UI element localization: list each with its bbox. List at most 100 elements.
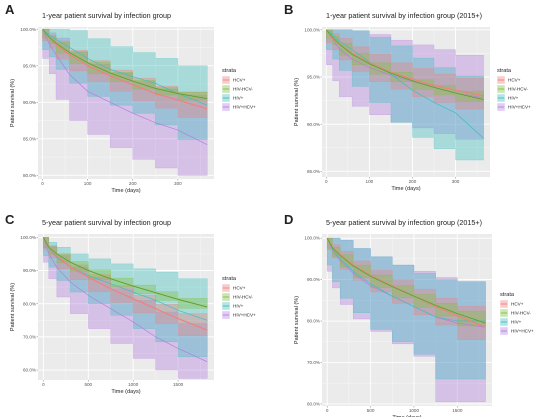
x-tick-label: 0 (325, 179, 328, 184)
chart-title: 5-year patient survival by infection gro… (42, 218, 171, 227)
x-tick-label: 0 (41, 181, 44, 186)
legend-title: strata (497, 68, 512, 74)
survival-chart: 1-year patient survival by infection gro… (294, 11, 531, 192)
legend-label: HIV+ (233, 96, 244, 101)
y-axis-label: Patient survival (%) (294, 296, 300, 344)
x-tick-label: 500 (84, 382, 92, 387)
legend-label: HIV-HCV- (511, 311, 531, 316)
survival-line-core (43, 237, 208, 308)
legend-title: strata (222, 276, 237, 282)
legend-label: HIV-HCV- (508, 87, 528, 92)
y-tick-label: 90.0% (23, 100, 36, 105)
y-tick-label: 60.0% (23, 368, 36, 373)
survival-line (43, 237, 208, 321)
survival-line (326, 237, 486, 322)
x-tick-label: 1500 (173, 382, 184, 387)
chart-title: 1-year patient survival by infection gro… (326, 11, 482, 20)
y-tick-label: 85.0% (307, 169, 320, 174)
panel-letter: A (5, 2, 15, 17)
survival-chart: 1-year patient survival by infection gro… (10, 11, 256, 194)
y-tick-label: 90.0% (307, 122, 320, 127)
series-layer (42, 237, 208, 379)
x-tick-label: 0 (42, 382, 45, 387)
legend: strata HCV+ HIV-HCV- HIV+ HIV+HCV+ (499, 292, 534, 336)
x-tick-label: 1500 (452, 408, 463, 413)
panel-b: B 1-year patient survival by infection g… (275, 0, 550, 208)
survival-line (42, 28, 208, 106)
confidence-band (42, 28, 208, 140)
legend: strata HCV+ HIV-HCV- HIV+ HIV+HCV+ (496, 68, 531, 112)
legend-label: HCV+ (508, 78, 521, 83)
series-layer (326, 237, 486, 403)
y-tick-label: 70.0% (307, 360, 320, 365)
legend: strata HCV+ HIV-HCV- HIV+ HIV+HCV+ (221, 276, 256, 320)
survival-line (326, 238, 486, 328)
legend-label: HIV-HCV- (233, 87, 253, 92)
x-axis-label: Time (days) (392, 415, 421, 417)
y-tick-label: 100.0% (20, 235, 36, 240)
y-tick-label: 60.0% (307, 402, 320, 407)
x-tick-label: 300 (452, 179, 460, 184)
x-tick-label: 1000 (409, 408, 420, 413)
survival-line (42, 29, 208, 145)
series-layer (325, 29, 484, 161)
legend-label: HIV+HCV+ (511, 329, 534, 334)
y-tick-label: 95.0% (307, 75, 320, 80)
series-layer (42, 28, 208, 176)
survival-chart: 5-year patient survival by infection gro… (294, 218, 534, 417)
legend-title: strata (500, 292, 515, 298)
y-tick-label: 80.0% (23, 173, 36, 178)
chart-title: 1-year patient survival by infection gro… (42, 11, 171, 20)
legend-label: HIV+ (511, 320, 522, 325)
legend-label: HCV+ (233, 286, 246, 291)
survival-line (42, 237, 208, 331)
chart-title: 5-year patient survival by infection gro… (326, 218, 482, 227)
panel-letter: C (5, 212, 15, 227)
survival-chart: 5-year patient survival by infection gro… (10, 218, 256, 395)
legend-label: HIV+HCV+ (508, 105, 531, 110)
survival-line (42, 28, 208, 110)
y-tick-label: 100.0% (20, 27, 36, 32)
y-tick-label: 80.0% (23, 301, 36, 306)
y-tick-label: 85.0% (23, 136, 36, 141)
legend-label: HIV+HCV+ (233, 105, 256, 110)
legend-label: HCV+ (233, 78, 246, 83)
x-tick-label: 100 (366, 179, 374, 184)
legend-label: HIV+ (508, 96, 519, 101)
panel-d: D 5-year patient survival by infection g… (275, 208, 550, 417)
x-tick-label: 200 (129, 181, 137, 186)
x-tick-label: 1000 (128, 382, 139, 387)
panel-letter: D (284, 212, 294, 227)
y-axis-label: Patient survival (%) (10, 283, 16, 331)
y-tick-label: 90.0% (307, 277, 320, 282)
y-tick-label: 95.0% (23, 63, 36, 68)
survival-line-core (327, 238, 486, 324)
legend-title: strata (222, 68, 237, 74)
x-axis-label: Time (days) (391, 186, 420, 192)
x-axis-label: Time (days) (111, 389, 140, 395)
x-tick-label: 100 (84, 181, 92, 186)
legend: strata HCV+ HIV-HCV- HIV+ HIV+HCV+ (221, 68, 256, 112)
legend-label: HIV+ (233, 304, 244, 309)
y-tick-label: 100.0% (304, 27, 320, 32)
survival-line-core (42, 29, 208, 99)
x-tick-label: 300 (174, 181, 182, 186)
y-tick-label: 70.0% (23, 334, 36, 339)
survival-line (43, 237, 208, 363)
plot-background (38, 234, 214, 380)
panel-c: C 5-year patient survival by infection g… (0, 208, 275, 416)
panel-a: A 1-year patient survival by infection g… (0, 0, 275, 208)
confidence-band (327, 237, 486, 327)
panel-letter: B (284, 2, 294, 17)
y-axis-label: Patient survival (%) (294, 78, 300, 126)
y-tick-label: 90.0% (23, 268, 36, 273)
legend-label: HCV+ (511, 302, 524, 307)
x-tick-label: 0 (326, 408, 329, 413)
x-tick-label: 200 (409, 179, 417, 184)
survival-line-core (326, 29, 484, 100)
legend-label: HIV+HCV+ (233, 313, 256, 318)
x-axis-label: Time (days) (111, 188, 140, 194)
legend-label: HIV-HCV- (233, 295, 253, 300)
y-tick-label: 80.0% (307, 319, 320, 324)
y-axis-label: Patient survival (%) (10, 79, 16, 127)
